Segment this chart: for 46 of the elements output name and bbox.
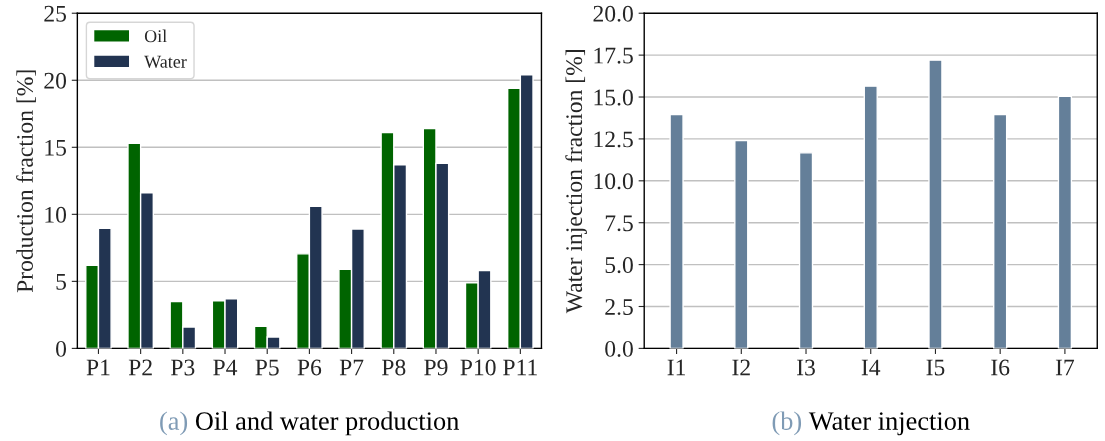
x-tick-label: I7: [1055, 359, 1075, 376]
y-tick-label: 5: [56, 274, 67, 290]
x-tick-label: I1: [667, 359, 685, 376]
x-tick-label: I4: [861, 359, 881, 376]
x-tick-label: P4: [213, 359, 238, 376]
y-tick-label: 15: [45, 139, 67, 156]
y-tick-label: 10.0: [594, 173, 633, 190]
x-tick-label: I5: [926, 359, 945, 376]
x-tick-label: I3: [797, 359, 815, 376]
y-tick-label: 15.0: [594, 89, 633, 106]
y-tick-label: 20: [44, 72, 67, 89]
y-tick-label: 0.0: [605, 340, 633, 357]
y-axis-title: Production fraction [%]: [16, 70, 36, 293]
y-tick-label: 7.5: [605, 215, 633, 232]
x-tick-label: P3: [171, 359, 195, 376]
y-tick-label: 12.5: [594, 131, 633, 148]
legend-label: Water: [144, 55, 187, 68]
x-tick-label: P10: [460, 359, 496, 376]
bar: [993, 113, 1008, 349]
y-tick-label: 17.5: [594, 47, 633, 64]
bar: [863, 85, 878, 349]
y-axis-title: Water injection fraction [%]: [565, 50, 587, 314]
x-tick-label: P1: [86, 359, 110, 376]
x-tick-label: P6: [297, 359, 322, 376]
bar: [1057, 95, 1073, 349]
text: (a) Oil and water production: [160, 411, 459, 436]
x-tick-label: P7: [339, 359, 364, 376]
y-tick-label: 0: [56, 340, 67, 357]
y-tick-label: 25: [44, 5, 67, 22]
x-tick-label: P8: [381, 359, 406, 376]
x-tick-label: P9: [424, 359, 448, 376]
bar: [928, 59, 943, 349]
text: (b) Water injection: [772, 411, 970, 436]
x-tick-label: P5: [255, 359, 279, 376]
bar: [798, 152, 814, 349]
y-tick-label: 5.0: [605, 257, 633, 274]
x-tick-label: P11: [503, 359, 537, 376]
legend-label: Oil: [144, 29, 167, 43]
x-tick-label: I2: [732, 359, 750, 376]
x-tick-label: I6: [991, 359, 1010, 376]
y-tick-label: 10: [45, 206, 67, 223]
y-tick-label: 2.5: [605, 299, 633, 316]
bar: [734, 139, 749, 349]
y-tick-label: 20.0: [593, 5, 633, 22]
bar: [669, 113, 684, 349]
x-tick-label: P2: [128, 359, 152, 376]
